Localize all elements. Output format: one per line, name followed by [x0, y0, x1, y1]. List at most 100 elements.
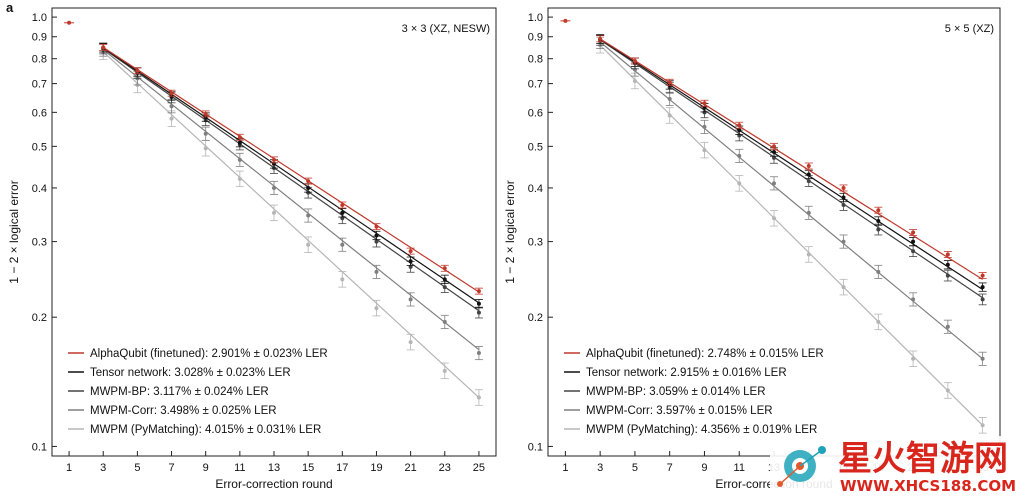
data-point	[442, 319, 447, 324]
y-axis-title: 1 − 2 × logical error	[503, 180, 517, 283]
data-point	[442, 368, 447, 373]
x-tick-label: 11	[234, 462, 245, 474]
data-point	[806, 172, 811, 177]
y-axis-title: 1 − 2 × logical error	[7, 180, 21, 283]
data-point	[476, 301, 481, 306]
data-point	[702, 148, 707, 153]
data-point	[340, 203, 345, 208]
fit-line	[102, 46, 480, 293]
legend-label-mwpm-corr: MWPM-Corr: 3.498% ± 0.025% LER	[90, 405, 277, 417]
data-point	[306, 185, 311, 190]
y-tick-label: 0.8	[528, 54, 543, 66]
data-point	[169, 91, 174, 96]
series-alphaqubit	[99, 44, 483, 295]
x-tick-label: 25	[473, 462, 485, 474]
data-point	[101, 45, 106, 50]
fit-line	[599, 38, 983, 280]
data-point	[306, 190, 311, 195]
data-point	[272, 210, 276, 215]
y-tick-label: 0.6	[32, 107, 47, 119]
data-point	[237, 176, 242, 181]
data-point	[737, 128, 742, 133]
y-tick-label: 0.5	[528, 141, 543, 153]
legend-label-mwpm-bp: MWPM-BP: 3.117% ± 0.024% LER	[90, 386, 269, 398]
data-point	[911, 230, 916, 235]
data-point	[876, 227, 881, 232]
y-tick-label: 0.4	[32, 183, 47, 195]
data-point	[806, 163, 811, 168]
data-point	[632, 78, 637, 83]
data-point	[945, 262, 950, 267]
data-point	[408, 340, 413, 345]
data-point	[911, 249, 916, 254]
data-point	[737, 153, 742, 158]
y-tick-label: 0.9	[528, 32, 543, 44]
data-point	[876, 269, 881, 274]
data-point	[442, 277, 447, 282]
data-point	[667, 96, 672, 101]
fit-line	[102, 47, 480, 304]
data-point	[876, 208, 881, 213]
data-point	[306, 213, 311, 218]
x-tick-label: 7	[168, 462, 174, 474]
y-tick-label: 0.6	[528, 107, 543, 119]
data-point	[340, 210, 345, 215]
data-point	[306, 179, 311, 184]
x-tick-label: 3	[100, 462, 106, 474]
data-point	[340, 277, 345, 282]
data-point	[772, 150, 776, 155]
data-point	[667, 80, 672, 85]
y-tick-label: 0.3	[528, 237, 543, 249]
data-point	[702, 110, 707, 115]
data-point	[408, 297, 413, 302]
chart-panel-3x3: 0.10.20.30.40.50.60.70.80.91.01 3 5 7 9 11 13 1…	[7, 7, 497, 491]
data-point	[737, 181, 742, 186]
data-point	[667, 113, 672, 118]
data-point	[841, 185, 846, 190]
y-tick-label: 1.0	[32, 12, 47, 24]
data-point	[442, 285, 447, 290]
y-tick-label: 0.8	[32, 54, 47, 66]
fit-line	[102, 49, 480, 351]
data-point	[408, 259, 413, 264]
data-point	[772, 155, 776, 160]
data-point	[980, 297, 985, 302]
series-tensor	[99, 43, 483, 309]
legend-label-alphaqubit: AlphaQubit (finetuned): 2.901% ± 0.023% …	[90, 348, 328, 360]
x-tick-label: 5	[632, 462, 638, 474]
x-tick-label: 13	[268, 462, 280, 474]
data-point	[806, 179, 811, 184]
legend: AlphaQubit (finetuned): 2.748% ± 0.015% …	[564, 348, 824, 436]
fit-line	[599, 44, 984, 426]
x-tick-label: 1	[562, 462, 568, 474]
series-mwpm-corr	[99, 42, 483, 361]
x-tick-label: 11	[734, 462, 745, 474]
data-point	[841, 195, 846, 200]
series-mwpm	[99, 43, 483, 406]
data-point	[203, 111, 208, 116]
data-point	[203, 131, 208, 136]
data-point	[598, 36, 603, 41]
data-point	[476, 310, 481, 315]
y-tick-label: 0.7	[32, 79, 47, 91]
x-tick-label: 23	[439, 462, 451, 474]
data-point	[169, 116, 174, 121]
data-point	[702, 105, 707, 110]
data-point	[476, 351, 481, 356]
data-point	[806, 210, 811, 215]
data-point	[237, 140, 242, 145]
data-point	[980, 356, 985, 361]
x-tick-label: 1	[66, 462, 72, 474]
y-tick-label: 0.3	[32, 237, 47, 249]
data-point	[135, 68, 140, 73]
x-tick-label: 7	[667, 462, 673, 474]
data-point	[237, 135, 242, 140]
data-point	[702, 101, 707, 106]
data-point	[980, 273, 985, 278]
watermark-title: 星火智游网	[838, 439, 1008, 479]
legend-label-mwpm-corr: MWPM-Corr: 3.597% ± 0.015% LER	[586, 405, 773, 417]
x-tick-label: 19	[370, 462, 382, 474]
fit-line	[102, 51, 480, 398]
legend-label-alphaqubit: AlphaQubit (finetuned): 2.748% ± 0.015% …	[586, 348, 824, 360]
